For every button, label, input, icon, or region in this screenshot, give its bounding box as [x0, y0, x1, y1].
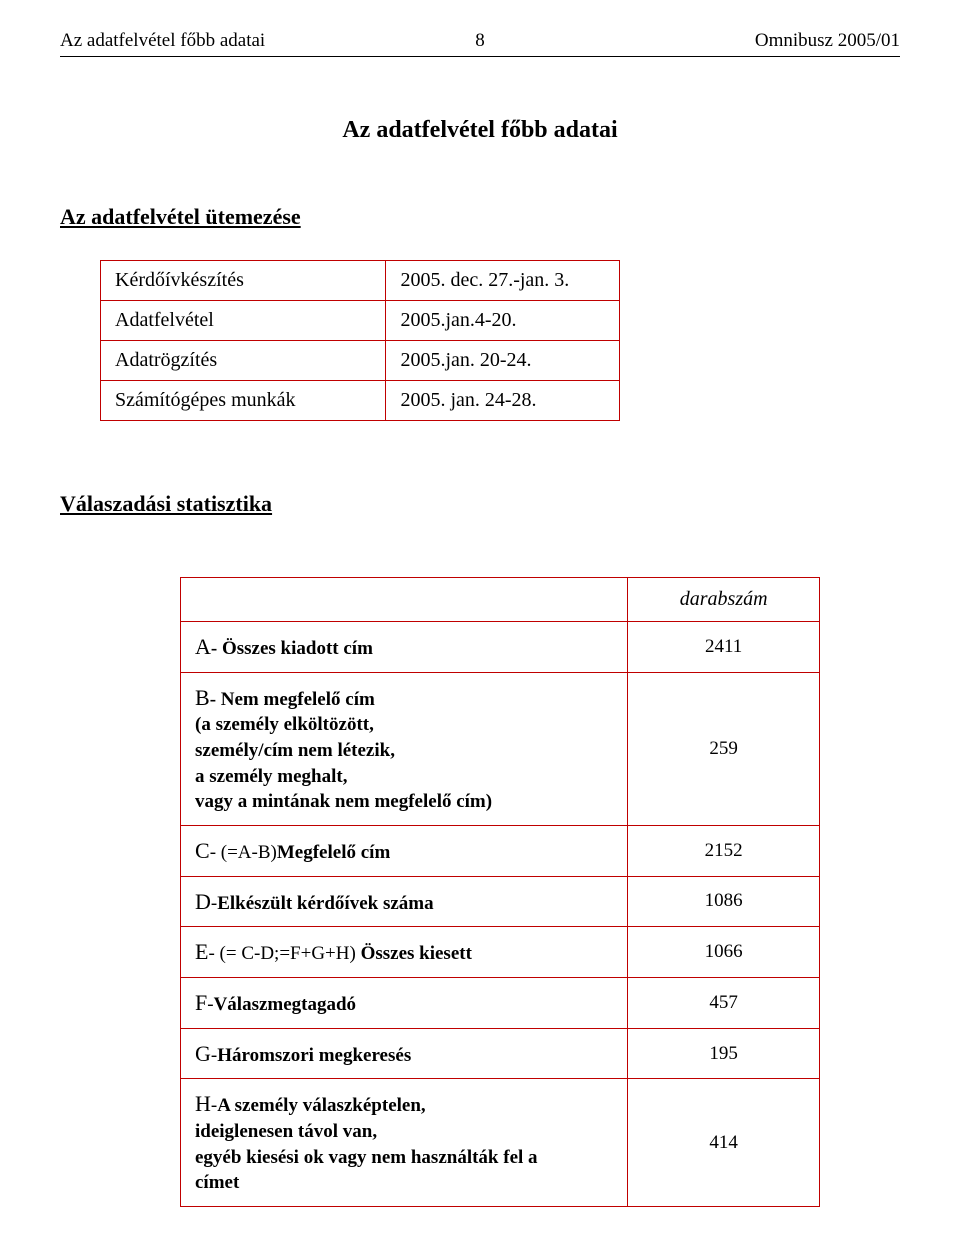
header-divider [60, 56, 900, 57]
document-page: Az adatfelvétel főbb adatai 8 Omnibusz 2… [0, 0, 960, 1247]
schedule-label: Kérdőívkészítés [101, 261, 386, 301]
stats-value: 1066 [628, 927, 820, 978]
stats-label: B- Nem megfelelő cím(a személy elköltözö… [181, 672, 628, 825]
section-heading-stats: Válaszadási statisztika [60, 491, 900, 517]
schedule-value: 2005. jan. 24-28. [386, 381, 620, 421]
header-left: Az adatfelvétel főbb adatai [60, 30, 450, 52]
stats-value: 457 [628, 978, 820, 1029]
stats-label: G-Háromszori megkeresés [181, 1028, 628, 1079]
table-row: E- (= C-D;=F+G+H) Összes kiesett1066 [181, 927, 820, 978]
header-right: Omnibusz 2005/01 [510, 30, 900, 52]
table-row: H-A személy válaszképtelen, ideiglenesen… [181, 1079, 820, 1207]
schedule-label: Adatrögzítés [101, 341, 386, 381]
header-page-number: 8 [450, 30, 510, 52]
page-header: Az adatfelvétel főbb adatai 8 Omnibusz 2… [60, 30, 900, 52]
schedule-value: 2005.jan. 20-24. [386, 341, 620, 381]
schedule-label: Adatfelvétel [101, 301, 386, 341]
stats-value: 1086 [628, 876, 820, 927]
stats-table-wrap: darabszámA- Összes kiadott cím2411B- Nem… [180, 577, 820, 1207]
stats-label: A- Összes kiadott cím [181, 622, 628, 673]
stats-label: H-A személy válaszképtelen, ideiglenesen… [181, 1079, 628, 1207]
table-row: A- Összes kiadott cím2411 [181, 622, 820, 673]
schedule-value: 2005.jan.4-20. [386, 301, 620, 341]
stats-value: 2411 [628, 622, 820, 673]
table-row: Kérdőívkészítés2005. dec. 27.-jan. 3. [101, 261, 620, 301]
table-row: B- Nem megfelelő cím(a személy elköltözö… [181, 672, 820, 825]
table-row: Adatrögzítés2005.jan. 20-24. [101, 341, 620, 381]
stats-value: 259 [628, 672, 820, 825]
stats-value: 414 [628, 1079, 820, 1207]
stats-label: F-Válaszmegtagadó [181, 978, 628, 1029]
stats-label: D-Elkészült kérdőívek száma [181, 876, 628, 927]
schedule-table: Kérdőívkészítés2005. dec. 27.-jan. 3.Ada… [100, 260, 620, 421]
table-row: G-Háromszori megkeresés195 [181, 1028, 820, 1079]
stats-header-row: darabszám [181, 578, 820, 622]
section-heading-schedule: Az adatfelvétel ütemezése [60, 204, 900, 230]
stats-value: 195 [628, 1028, 820, 1079]
table-row: Adatfelvétel2005.jan.4-20. [101, 301, 620, 341]
stats-label: E- (= C-D;=F+G+H) Összes kiesett [181, 927, 628, 978]
stats-header-empty [181, 578, 628, 622]
stats-table: darabszámA- Összes kiadott cím2411B- Nem… [180, 577, 820, 1207]
stats-label: C- (=A-B)Megfelelő cím [181, 825, 628, 876]
page-title: Az adatfelvétel főbb adatai [60, 117, 900, 144]
schedule-label: Számítógépes munkák [101, 381, 386, 421]
schedule-value: 2005. dec. 27.-jan. 3. [386, 261, 620, 301]
table-row: Számítógépes munkák2005. jan. 24-28. [101, 381, 620, 421]
table-row: D-Elkészült kérdőívek száma1086 [181, 876, 820, 927]
stats-header-value: darabszám [628, 578, 820, 622]
table-row: F-Válaszmegtagadó457 [181, 978, 820, 1029]
table-row: C- (=A-B)Megfelelő cím2152 [181, 825, 820, 876]
stats-value: 2152 [628, 825, 820, 876]
